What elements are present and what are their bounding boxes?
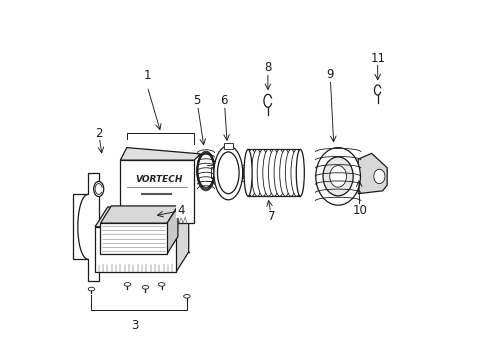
Ellipse shape (142, 285, 148, 289)
Text: 11: 11 (369, 52, 385, 65)
Polygon shape (95, 207, 188, 227)
Text: 7: 7 (267, 210, 275, 223)
Polygon shape (176, 207, 188, 272)
Ellipse shape (323, 157, 352, 196)
Text: 2: 2 (95, 127, 102, 140)
Ellipse shape (244, 149, 252, 196)
Ellipse shape (262, 149, 274, 196)
Text: 8: 8 (264, 61, 271, 74)
Text: 6: 6 (220, 94, 227, 107)
Ellipse shape (315, 148, 360, 205)
Polygon shape (73, 173, 99, 281)
Text: 10: 10 (351, 204, 366, 217)
Text: VORTECH: VORTECH (135, 175, 183, 184)
Ellipse shape (290, 149, 302, 196)
Bar (235, 167, 242, 178)
Ellipse shape (373, 169, 384, 184)
Ellipse shape (329, 166, 346, 187)
Text: 3: 3 (131, 319, 138, 332)
Text: 1: 1 (143, 69, 151, 82)
Polygon shape (101, 206, 178, 223)
Bar (211, 167, 218, 178)
Polygon shape (95, 227, 176, 272)
Polygon shape (357, 153, 386, 194)
Text: 4: 4 (177, 204, 184, 217)
Ellipse shape (285, 149, 296, 196)
Ellipse shape (268, 149, 280, 196)
Polygon shape (167, 206, 178, 254)
Ellipse shape (213, 146, 242, 200)
Text: 5: 5 (193, 94, 200, 107)
Text: 9: 9 (326, 68, 333, 81)
Ellipse shape (251, 149, 263, 196)
Ellipse shape (217, 152, 239, 194)
Ellipse shape (279, 149, 291, 196)
Ellipse shape (245, 149, 257, 196)
Ellipse shape (158, 283, 164, 286)
Ellipse shape (183, 294, 190, 298)
Ellipse shape (296, 149, 304, 196)
Ellipse shape (273, 149, 285, 196)
Bar (224, 143, 232, 149)
Ellipse shape (257, 149, 268, 196)
Ellipse shape (124, 283, 130, 286)
Ellipse shape (94, 181, 103, 197)
Ellipse shape (88, 287, 95, 291)
Polygon shape (120, 148, 200, 160)
Polygon shape (101, 223, 167, 254)
Polygon shape (120, 160, 194, 223)
